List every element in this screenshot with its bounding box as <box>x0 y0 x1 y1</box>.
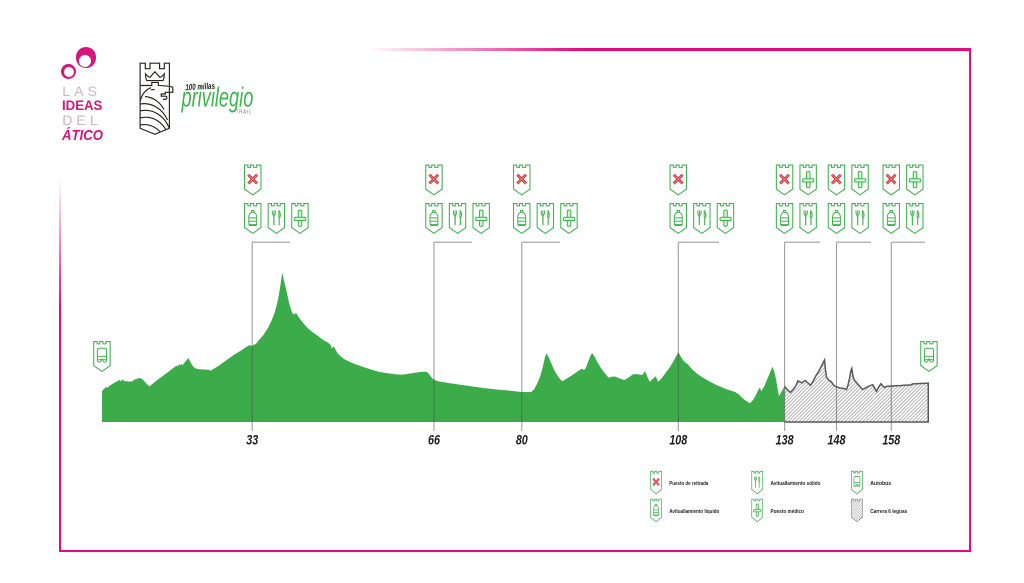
svg-text:TRAIL: TRAIL <box>236 109 253 115</box>
svg-text:100 millas: 100 millas <box>185 81 215 93</box>
svg-text:Carrera 6 leguas: Carrera 6 leguas <box>870 509 907 515</box>
svg-text:Puesto de retirada: Puesto de retirada <box>669 481 709 487</box>
svg-text:158: 158 <box>882 432 900 448</box>
svg-text:Avituallamiento sólido: Avituallamiento sólido <box>771 481 821 487</box>
svg-text:Avituallamiento líquido: Avituallamiento líquido <box>669 509 719 515</box>
svg-text:66: 66 <box>428 432 440 448</box>
svg-text:Puesto médico: Puesto médico <box>771 509 805 515</box>
svg-text:33: 33 <box>246 432 258 448</box>
svg-text:80: 80 <box>516 432 528 448</box>
svg-text:Autobús: Autobús <box>870 481 891 487</box>
svg-text:138: 138 <box>776 432 794 448</box>
svg-text:privilegio: privilegio <box>181 83 254 114</box>
svg-text:148: 148 <box>828 432 846 448</box>
svg-text:108: 108 <box>669 432 687 448</box>
